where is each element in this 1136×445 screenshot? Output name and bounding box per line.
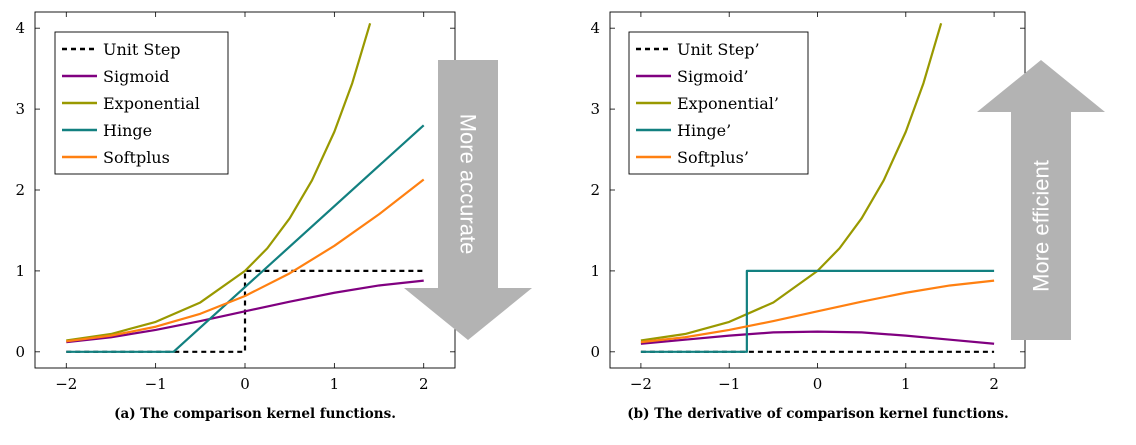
x-tick-label: −1 bbox=[145, 375, 167, 393]
legend-label-hinge: Hinge’ bbox=[677, 121, 731, 140]
y-tick-label: 1 bbox=[590, 262, 600, 280]
legend-label-exponential: Exponential’ bbox=[677, 94, 779, 113]
y-tick-label: 0 bbox=[590, 343, 600, 361]
x-tick-label: −1 bbox=[718, 375, 740, 393]
x-tick-label: 1 bbox=[330, 375, 340, 393]
series-line-exponential bbox=[640, 23, 943, 342]
series-line-softplus bbox=[66, 178, 425, 343]
legend-label-sigmoid: Sigmoid bbox=[103, 67, 169, 86]
x-tick-label: 1 bbox=[901, 375, 911, 393]
x-tick-label: −2 bbox=[55, 375, 77, 393]
panel-b: −2 −1 0 1 2 0 1 2 3 4 More efficient Unit Step’ Sigm… bbox=[590, 11, 1105, 422]
y-tick-label: 4 bbox=[15, 19, 25, 37]
x-tick-label: 0 bbox=[813, 375, 823, 393]
x-tick-label: 0 bbox=[240, 375, 250, 393]
series-line-sigmoid bbox=[640, 330, 995, 345]
figure-caption: (a) The comparison kernel functions. bbox=[114, 406, 396, 422]
y-tick-label: 0 bbox=[15, 343, 25, 361]
y-tick-label: 4 bbox=[590, 19, 600, 37]
series-line-hinge bbox=[66, 124, 425, 353]
series-line-hinge bbox=[640, 269, 995, 353]
legend-label-unit-step: Unit Step bbox=[103, 40, 181, 59]
legend-label-hinge: Hinge bbox=[103, 121, 152, 140]
panel-a: −2 −1 0 1 2 0 1 2 3 4 More accurate Unit Step Sigmoi… bbox=[15, 11, 532, 422]
y-tick-label: 3 bbox=[15, 100, 25, 118]
series-line-sigmoid bbox=[66, 279, 424, 344]
legend-label-exponential: Exponential bbox=[103, 94, 200, 113]
arrow-down-icon bbox=[404, 60, 532, 340]
legend-label-unit-step: Unit Step’ bbox=[677, 40, 760, 59]
y-tick-label: 2 bbox=[590, 181, 600, 199]
series-line-softplus bbox=[640, 279, 995, 344]
y-tick-label: 3 bbox=[590, 100, 600, 118]
arrow-label: More efficient bbox=[1029, 160, 1054, 292]
figure-caption: (b) The derivative of comparison kernel … bbox=[627, 406, 1008, 422]
x-tick-label: −2 bbox=[630, 375, 652, 393]
arrow-up-icon bbox=[977, 60, 1105, 340]
x-tick-label: 2 bbox=[989, 375, 999, 393]
legend-label-softplus: Softplus bbox=[103, 148, 170, 167]
y-tick-label: 2 bbox=[15, 181, 25, 199]
x-tick-label: 2 bbox=[419, 375, 429, 393]
legend-label-softplus: Softplus’ bbox=[677, 148, 749, 167]
arrow-label: More accurate bbox=[456, 114, 481, 255]
series-line-exponential bbox=[66, 23, 372, 342]
y-tick-label: 1 bbox=[15, 262, 25, 280]
legend-label-sigmoid: Sigmoid’ bbox=[677, 67, 749, 86]
